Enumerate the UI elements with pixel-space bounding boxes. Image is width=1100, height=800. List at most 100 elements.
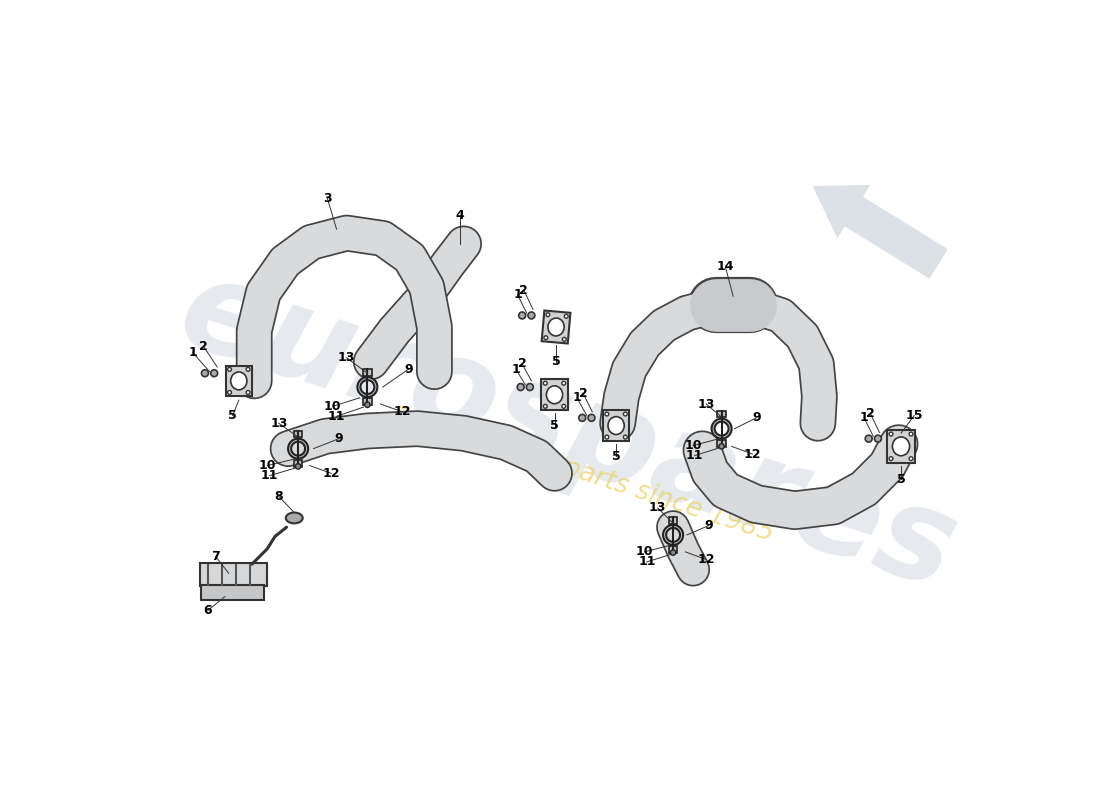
Text: 6: 6: [204, 604, 212, 617]
FancyBboxPatch shape: [294, 460, 302, 466]
Circle shape: [579, 414, 585, 422]
Circle shape: [562, 404, 565, 408]
Circle shape: [517, 383, 524, 390]
FancyArrowPatch shape: [813, 185, 948, 278]
Text: 5: 5: [550, 419, 559, 432]
Circle shape: [543, 382, 547, 385]
Circle shape: [624, 412, 627, 416]
Circle shape: [528, 312, 535, 319]
Circle shape: [909, 457, 913, 461]
Text: 15: 15: [905, 409, 923, 422]
Circle shape: [543, 336, 548, 340]
Circle shape: [889, 457, 893, 461]
Circle shape: [527, 383, 534, 390]
Text: 1: 1: [188, 346, 197, 359]
Circle shape: [605, 412, 608, 416]
Bar: [603, 410, 629, 441]
Circle shape: [546, 313, 550, 317]
Bar: [226, 366, 252, 396]
Text: 2: 2: [579, 386, 587, 400]
Text: 12: 12: [322, 467, 340, 480]
Text: 2: 2: [519, 283, 528, 297]
Text: 2: 2: [518, 358, 527, 370]
Wedge shape: [288, 438, 308, 458]
FancyBboxPatch shape: [294, 430, 302, 438]
Text: 12: 12: [744, 447, 761, 461]
Circle shape: [588, 414, 595, 422]
Ellipse shape: [547, 386, 562, 404]
FancyBboxPatch shape: [199, 563, 266, 586]
Circle shape: [624, 435, 627, 439]
Text: 4: 4: [455, 209, 464, 222]
Text: 10: 10: [684, 439, 702, 452]
Wedge shape: [358, 377, 377, 397]
FancyBboxPatch shape: [717, 440, 726, 446]
FancyBboxPatch shape: [669, 546, 678, 553]
Circle shape: [211, 370, 218, 377]
Text: 13: 13: [338, 351, 355, 364]
Text: 8: 8: [275, 490, 283, 503]
Circle shape: [365, 402, 370, 407]
Text: 9: 9: [404, 363, 412, 376]
Circle shape: [866, 435, 872, 442]
Circle shape: [605, 435, 608, 439]
Ellipse shape: [892, 437, 910, 456]
Circle shape: [670, 550, 675, 555]
Text: 10: 10: [636, 546, 653, 558]
Text: 11: 11: [328, 410, 345, 423]
Bar: [541, 379, 568, 410]
Wedge shape: [663, 525, 683, 545]
Circle shape: [246, 367, 250, 371]
Text: eurospares: eurospares: [164, 246, 971, 615]
Circle shape: [874, 435, 881, 442]
Text: 12: 12: [697, 553, 715, 566]
Text: 1: 1: [512, 363, 520, 376]
FancyBboxPatch shape: [717, 410, 726, 418]
FancyBboxPatch shape: [669, 517, 678, 524]
Bar: [541, 310, 571, 343]
Text: 9: 9: [704, 519, 713, 532]
Text: 5: 5: [552, 355, 560, 368]
Circle shape: [228, 367, 231, 371]
FancyBboxPatch shape: [363, 369, 372, 376]
Circle shape: [246, 390, 250, 394]
Circle shape: [296, 464, 300, 469]
Circle shape: [564, 314, 569, 318]
Text: 13: 13: [697, 398, 715, 410]
Circle shape: [519, 312, 526, 319]
Text: 1: 1: [514, 288, 521, 301]
Circle shape: [719, 444, 724, 449]
Ellipse shape: [231, 372, 246, 390]
FancyBboxPatch shape: [363, 398, 372, 405]
Text: 5: 5: [612, 450, 620, 463]
Ellipse shape: [608, 417, 624, 434]
Text: 9: 9: [752, 411, 760, 424]
Text: 1: 1: [860, 411, 868, 424]
Text: 10: 10: [324, 400, 341, 413]
Circle shape: [562, 338, 566, 342]
Text: 13: 13: [271, 417, 287, 430]
Text: 1: 1: [572, 391, 581, 404]
Text: 9: 9: [334, 432, 343, 445]
Text: a passion for parts since 1985: a passion for parts since 1985: [389, 399, 777, 547]
Circle shape: [909, 432, 913, 436]
Text: 10: 10: [258, 459, 276, 472]
Circle shape: [562, 382, 565, 385]
Text: 12: 12: [394, 405, 410, 418]
Circle shape: [543, 404, 547, 408]
Text: 11: 11: [261, 469, 278, 482]
Ellipse shape: [286, 513, 302, 523]
Text: 3: 3: [323, 192, 332, 205]
Text: 13: 13: [649, 502, 667, 514]
FancyBboxPatch shape: [201, 585, 264, 600]
Circle shape: [889, 432, 893, 436]
Ellipse shape: [548, 318, 564, 336]
Text: 11: 11: [638, 555, 656, 568]
Text: 7: 7: [211, 550, 220, 563]
Text: 5: 5: [229, 409, 236, 422]
Text: 5: 5: [896, 473, 905, 486]
Text: 11: 11: [686, 449, 703, 462]
Text: 2: 2: [866, 406, 874, 420]
Circle shape: [201, 370, 208, 377]
Wedge shape: [712, 418, 732, 438]
